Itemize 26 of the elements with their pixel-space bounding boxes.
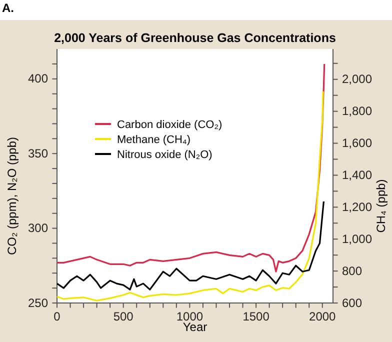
y2-tick-label: 1,600 xyxy=(342,136,372,150)
y-tick-label: 400 xyxy=(28,72,48,86)
line-series xyxy=(56,63,326,272)
text: A. xyxy=(2,1,14,15)
line-series xyxy=(56,200,325,290)
y2-tick-label: 2,000 xyxy=(342,72,372,86)
x-tick-label: 1500 xyxy=(242,310,270,324)
legend-label: Nitrous oxide (N₂O) xyxy=(117,149,212,161)
y2-tick-label: 1,000 xyxy=(342,232,372,246)
legend-label: Methane (CH₄) xyxy=(117,134,191,146)
y2-tick-label: 1,200 xyxy=(342,200,372,214)
y2-tick-label: 1,800 xyxy=(342,104,372,118)
y2-tick-label: 800 xyxy=(342,264,362,278)
x-tick-label: 500 xyxy=(113,310,134,324)
y-axis-title: CO₂ (ppm), N₂O (ppb) xyxy=(5,136,19,256)
y-tick-label: 350 xyxy=(28,146,48,160)
x-tick-label: 0 xyxy=(54,310,61,324)
y2-axis-title: CH₄ (ppb) xyxy=(374,179,388,233)
y2-tick-label: 600 xyxy=(342,296,362,310)
chart-title: 2,000 Years of Greenhouse Gas Concentrations xyxy=(54,31,336,45)
y-tick-label: 250 xyxy=(28,296,48,310)
line-series xyxy=(56,90,324,302)
y2-tick-label: 1,400 xyxy=(342,168,372,182)
y-tick-label: 300 xyxy=(28,221,48,236)
x-tick-label: 2000 xyxy=(309,310,336,324)
legend-label: Carbon dioxide (CO₂) xyxy=(117,119,222,131)
